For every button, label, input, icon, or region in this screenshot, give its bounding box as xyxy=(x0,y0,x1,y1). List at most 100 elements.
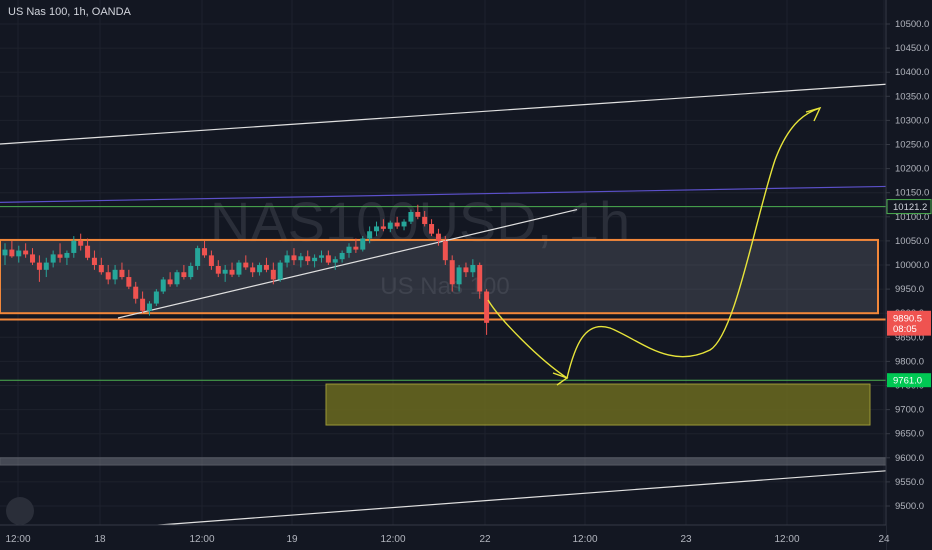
x-tick-label: 18 xyxy=(94,534,106,545)
candle-body xyxy=(250,267,256,273)
y-tick-label: 10450.0 xyxy=(895,43,929,54)
x-tick-label: 22 xyxy=(479,534,491,545)
channel-top-line xyxy=(0,83,887,145)
y-tick-label: 9650.0 xyxy=(895,429,924,440)
y-tick-label: 10200.0 xyxy=(895,164,929,175)
projection-path xyxy=(487,107,821,380)
candle-body xyxy=(429,224,435,234)
candle-body xyxy=(346,246,352,253)
candle-body xyxy=(263,265,269,270)
candle-body xyxy=(140,298,146,311)
x-tick-label: 12:00 xyxy=(380,534,405,545)
y-tick-label: 9700.0 xyxy=(895,405,924,416)
price-label: 9890.5 xyxy=(893,313,922,324)
candle-body xyxy=(57,254,63,258)
candle-body xyxy=(284,255,290,263)
candle-body xyxy=(133,286,139,299)
candle-body xyxy=(422,216,428,225)
candle-body xyxy=(153,291,159,304)
price-label: 10121.2 xyxy=(893,202,927,213)
y-tick-label: 10500.0 xyxy=(895,19,929,30)
candle-body xyxy=(181,272,187,278)
candle-body xyxy=(98,265,104,273)
blue-trend-line xyxy=(0,185,887,203)
y-tick-label: 10100.0 xyxy=(895,212,929,223)
candle-body xyxy=(208,255,214,266)
candle-body xyxy=(442,240,448,261)
candle-body xyxy=(126,277,132,287)
candle-body xyxy=(167,279,173,285)
y-tick-label: 9800.0 xyxy=(895,356,924,367)
x-tick-label: 12:00 xyxy=(572,534,597,545)
price-label-box xyxy=(887,310,931,325)
candle-body xyxy=(408,211,414,222)
candle-body xyxy=(105,272,111,280)
y-tick-label: 9550.0 xyxy=(895,477,924,488)
chart-title: US Nas 100, 1h, OANDA xyxy=(8,6,131,18)
price-label-box xyxy=(886,199,932,215)
candle-body xyxy=(30,254,36,263)
x-tick-label: 19 xyxy=(286,534,298,545)
candle-body xyxy=(9,249,15,257)
candle-body xyxy=(449,260,455,285)
candle-body xyxy=(484,291,490,323)
candle-body xyxy=(119,269,125,278)
candle-body xyxy=(229,269,235,275)
candle-body xyxy=(353,246,359,250)
y-tick-label: 9500.0 xyxy=(895,501,924,512)
candle-body xyxy=(367,231,373,239)
candle-body xyxy=(257,265,263,273)
candle-body xyxy=(298,256,304,261)
candle-body xyxy=(23,250,29,255)
price-label-box xyxy=(887,373,931,388)
candle-body xyxy=(71,240,77,253)
support-band xyxy=(0,457,887,466)
candle-body xyxy=(456,267,462,285)
candle-body xyxy=(470,265,476,273)
candle-body xyxy=(243,262,249,268)
tradingview-logo[interactable] xyxy=(6,497,34,525)
y-tick-label: 10250.0 xyxy=(895,140,929,151)
candle-body xyxy=(477,265,483,292)
projection-arrow-up xyxy=(805,106,822,122)
price-label: 9761.0 xyxy=(893,376,922,387)
y-tick-label: 9600.0 xyxy=(895,453,924,464)
candle-body xyxy=(277,262,283,280)
candle-body xyxy=(16,250,22,257)
y-tick-label: 10350.0 xyxy=(895,91,929,102)
x-tick-label: 24 xyxy=(878,534,890,545)
range-box xyxy=(0,238,879,315)
candle-body xyxy=(195,248,201,266)
y-tick-label: 10300.0 xyxy=(895,115,929,126)
candle-body xyxy=(360,238,366,250)
candle-body xyxy=(222,269,228,274)
candle-body xyxy=(318,255,324,258)
candle-body xyxy=(332,259,338,263)
price-label: 08:05 xyxy=(893,324,917,335)
candle-body xyxy=(146,303,152,311)
candle-body xyxy=(325,255,331,263)
candle-body xyxy=(394,222,400,227)
watermark-symbol: NAS100USD, 1h xyxy=(210,190,630,253)
candle-body xyxy=(305,256,311,262)
candle-body xyxy=(312,257,318,262)
candle-body xyxy=(202,248,208,256)
x-tick-label: 12:00 xyxy=(5,534,30,545)
candle-body xyxy=(401,221,407,227)
y-tick-label: 10150.0 xyxy=(895,188,929,199)
y-axis-panel xyxy=(886,0,932,550)
candle-body xyxy=(2,249,8,256)
candle-body xyxy=(85,245,91,258)
candle-body xyxy=(174,272,180,285)
price-label-box xyxy=(887,321,931,336)
x-tick-label: 12:00 xyxy=(774,534,799,545)
y-tick-label: 10400.0 xyxy=(895,67,929,78)
y-tick-label: 10050.0 xyxy=(895,236,929,247)
y-tick-label: 9950.0 xyxy=(895,284,924,295)
candle-body xyxy=(380,226,386,229)
candle-body xyxy=(435,233,441,241)
x-tick-label: 23 xyxy=(680,534,692,545)
candle-body xyxy=(339,252,345,260)
candle-body xyxy=(112,269,118,280)
